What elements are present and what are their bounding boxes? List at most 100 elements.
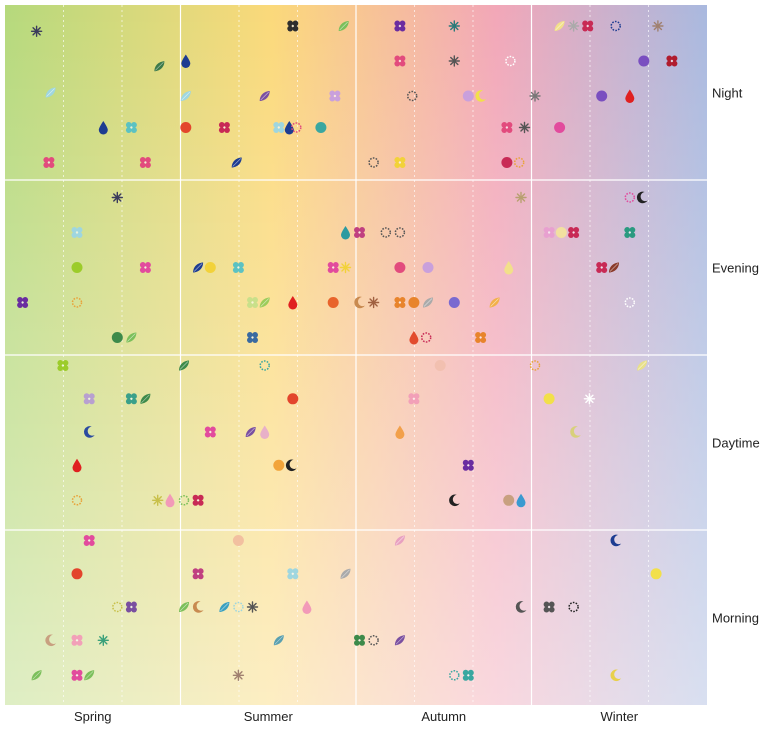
ring-marker	[529, 360, 541, 371]
drop-marker	[395, 425, 405, 439]
clover-marker	[462, 669, 474, 681]
clover-marker	[273, 122, 285, 133]
dot-marker	[555, 227, 567, 238]
leaf-marker	[180, 91, 191, 101]
star-marker	[111, 191, 124, 204]
clover-marker	[232, 262, 244, 273]
star-marker	[246, 601, 259, 613]
clover-marker	[192, 568, 204, 580]
dot-marker	[111, 332, 123, 343]
star-marker	[515, 191, 527, 204]
clover-marker	[327, 262, 339, 273]
star-marker	[97, 634, 110, 646]
ring-marker	[112, 601, 123, 613]
clover-marker	[204, 426, 216, 438]
grid-lines	[5, 5, 707, 705]
x-tick-label: Autumn	[421, 709, 466, 724]
clover-marker	[666, 55, 678, 67]
drop-marker	[260, 425, 270, 439]
dot-marker	[596, 90, 608, 102]
moon-marker	[354, 296, 365, 309]
leaf-marker	[394, 635, 405, 646]
ring-marker	[178, 495, 190, 506]
moon-marker	[610, 534, 622, 547]
leaf-marker	[140, 393, 151, 404]
ring-marker	[610, 20, 621, 32]
star-marker	[30, 25, 43, 37]
leaf-marker	[45, 87, 56, 98]
leaf-marker	[179, 360, 189, 371]
clover-marker	[329, 90, 341, 102]
clover-marker	[287, 20, 299, 32]
drop-marker	[98, 121, 108, 135]
leaf-marker	[84, 670, 95, 681]
clover-marker	[71, 634, 83, 646]
leaf-marker	[259, 297, 270, 308]
dot-marker	[503, 494, 515, 506]
star-marker	[367, 296, 380, 309]
ring-marker	[71, 297, 83, 308]
y-tick-label: Evening	[712, 261, 759, 276]
y-tick-label: Night	[712, 86, 743, 101]
moon-marker	[475, 90, 487, 102]
drop-marker	[302, 600, 312, 614]
leaf-marker	[637, 360, 648, 371]
clover-marker	[71, 227, 83, 238]
leaf-marker	[154, 61, 165, 72]
moon-marker	[192, 601, 204, 613]
ring-marker	[513, 157, 525, 168]
star-marker	[151, 494, 164, 506]
clover-marker	[139, 262, 151, 273]
dot-marker	[315, 122, 327, 133]
dot-marker	[422, 262, 434, 273]
clover-marker	[83, 393, 95, 405]
y-tick-label: Daytime	[712, 436, 760, 451]
ring-marker	[624, 297, 636, 308]
ring-marker	[624, 192, 636, 203]
ring-marker	[380, 227, 392, 238]
clover-marker	[354, 634, 365, 646]
drop-marker	[625, 89, 635, 103]
dot-marker	[554, 122, 566, 133]
moon-marker	[610, 669, 622, 682]
moon-marker	[515, 601, 527, 613]
clover-marker	[125, 393, 137, 405]
leaf-marker	[259, 91, 270, 101]
ring-marker	[394, 227, 406, 238]
dot-marker	[448, 297, 460, 308]
leaf-marker	[489, 297, 500, 308]
clover-marker	[57, 360, 69, 371]
dot-marker	[462, 90, 474, 102]
dot-marker	[287, 393, 299, 405]
dot-marker	[327, 297, 339, 308]
clover-marker	[354, 227, 365, 238]
star-marker	[448, 20, 460, 32]
dot-marker	[501, 157, 513, 168]
drop-marker	[341, 226, 350, 240]
drop-marker	[409, 331, 419, 345]
star-marker	[529, 90, 541, 102]
clover-marker	[218, 122, 230, 133]
clover-marker	[408, 393, 420, 405]
star-marker	[518, 121, 531, 134]
leaf-marker	[31, 670, 42, 681]
dot-marker	[204, 262, 216, 273]
clover-marker	[543, 601, 555, 613]
star-marker	[567, 20, 580, 32]
star-marker	[583, 393, 596, 405]
x-tick-label: Summer	[244, 709, 294, 724]
x-tick-label: Winter	[600, 709, 638, 724]
moon-marker	[285, 459, 297, 472]
moon-marker	[83, 426, 95, 438]
clover-marker	[17, 297, 29, 308]
dot-marker	[71, 568, 83, 580]
ring-marker	[406, 90, 418, 102]
leaf-marker	[554, 21, 565, 31]
dot-marker	[180, 122, 192, 133]
x-tick-label: Spring	[74, 709, 112, 724]
clover-marker	[139, 157, 151, 168]
drop-marker	[72, 458, 82, 473]
moon-marker	[45, 634, 57, 647]
clover-marker	[394, 297, 406, 308]
clover-marker	[83, 535, 95, 546]
